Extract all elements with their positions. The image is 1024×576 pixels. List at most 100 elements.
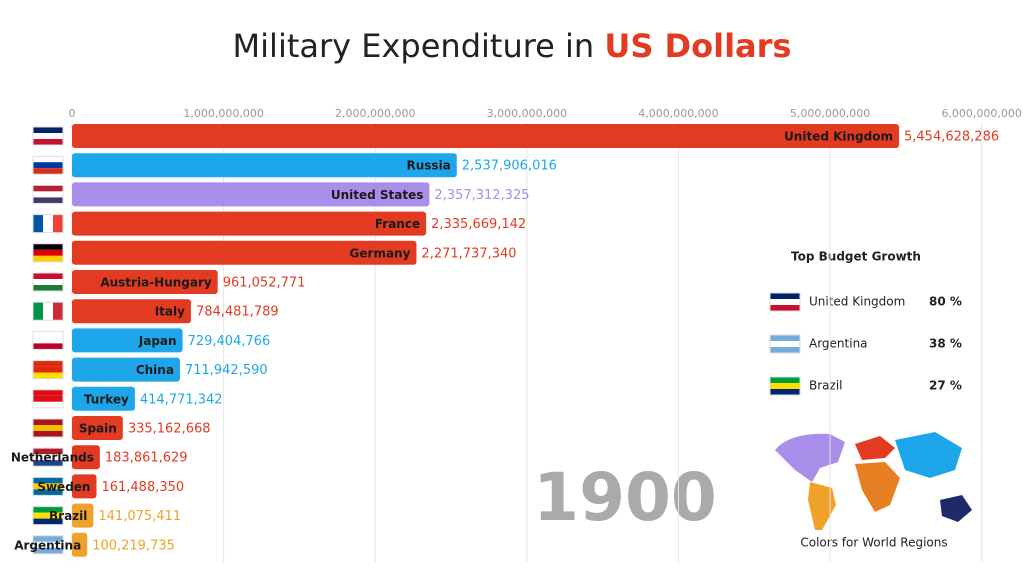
flag-border xyxy=(769,376,801,396)
bar xyxy=(72,240,417,265)
flag xyxy=(32,447,64,467)
region-asia xyxy=(895,432,962,478)
flag-stripe xyxy=(33,243,63,250)
bar xyxy=(72,328,183,353)
region-north-america xyxy=(775,433,845,482)
flag-border xyxy=(32,214,64,234)
x-tick-label: 5,000,000,000 xyxy=(790,107,870,120)
bar xyxy=(72,474,97,499)
flag-stripe xyxy=(53,302,63,321)
bar-label: Turkey xyxy=(84,392,129,406)
flag-stripe xyxy=(770,293,800,299)
bar-label: United States xyxy=(331,188,424,202)
flag-stripe xyxy=(33,460,63,467)
flag-border xyxy=(32,301,64,321)
x-tick-label: 3,000,000,000 xyxy=(487,107,567,120)
flag-stripe xyxy=(33,168,63,175)
flag-stripe xyxy=(33,477,63,484)
bar xyxy=(72,445,100,470)
flag-stripe xyxy=(33,255,63,262)
flag xyxy=(32,155,64,175)
flag-stripe xyxy=(33,273,63,279)
flag-stripe xyxy=(33,156,63,163)
bar-label: Argentina xyxy=(14,538,81,552)
flag xyxy=(32,243,64,263)
x-tick-label: 2,000,000,000 xyxy=(335,107,415,120)
flag xyxy=(32,535,64,555)
flag-stripe xyxy=(33,279,63,285)
growth-title: Top Budget Growth xyxy=(791,250,921,264)
value-label: 100,219,735 xyxy=(92,538,175,553)
flag-stripe xyxy=(33,366,63,373)
flag-border xyxy=(32,535,64,555)
flag-stripe xyxy=(33,372,63,379)
growth-value: 38 % xyxy=(929,337,962,351)
growth-panel: Top Budget Growth United Kingdom 80 % Arge… xyxy=(769,250,962,396)
flag-stripe xyxy=(33,302,43,321)
flag-stripe xyxy=(53,214,63,233)
flag xyxy=(32,389,64,409)
world-map: Colors for World Regions xyxy=(775,432,972,550)
bar xyxy=(72,124,900,148)
value-label: 2,335,669,142 xyxy=(431,217,526,232)
bar-label: Austria-Hungary xyxy=(100,276,212,290)
bar-label: Russia xyxy=(407,159,451,173)
flag xyxy=(32,301,64,321)
flag xyxy=(32,184,64,204)
bar-label: Japan xyxy=(138,334,177,348)
flag-stripe xyxy=(33,139,63,145)
flag-stripe xyxy=(33,214,43,233)
title-highlight: US Dollars xyxy=(604,27,791,65)
flag-stripe xyxy=(33,454,63,461)
x-tick-label: 1,000,000,000 xyxy=(183,107,263,120)
flag-stripe xyxy=(33,331,63,338)
bar xyxy=(72,503,94,528)
value-label: 141,075,411 xyxy=(98,509,181,524)
x-tick-label: 0 xyxy=(69,107,76,120)
flag-stripe xyxy=(33,506,63,513)
flag-border xyxy=(32,447,64,467)
flag-border xyxy=(32,184,64,204)
flag-stripe xyxy=(33,419,63,425)
value-label: 2,271,737,340 xyxy=(421,246,516,261)
flag-stripe xyxy=(33,489,63,496)
value-label: 183,861,629 xyxy=(105,451,188,466)
flag-border xyxy=(32,155,64,175)
bar xyxy=(72,299,191,324)
flag xyxy=(32,506,64,526)
bar-label: China xyxy=(136,363,174,377)
flag-stripe xyxy=(33,249,63,256)
flag xyxy=(32,418,64,438)
flag-border xyxy=(32,418,64,438)
flag-stripe xyxy=(33,337,63,344)
flag-stripe xyxy=(33,127,63,133)
value-label: 161,488,350 xyxy=(101,480,184,495)
flag-stripe xyxy=(33,395,63,402)
chart-title: Military Expenditure in US Dollars xyxy=(233,27,792,65)
flag xyxy=(769,334,801,354)
flag-stripe xyxy=(770,377,800,383)
flag-stripe xyxy=(33,133,63,139)
flag-border xyxy=(769,334,801,354)
flag-border xyxy=(32,476,64,496)
flag-border xyxy=(32,330,64,350)
flag-stripe xyxy=(33,360,63,367)
flag-stripe xyxy=(33,162,63,169)
flag xyxy=(769,376,801,396)
flag xyxy=(32,476,64,496)
flag-stripe xyxy=(33,425,63,431)
flag-stripe xyxy=(33,483,63,490)
flag-stripe xyxy=(770,335,800,341)
region-oceania xyxy=(940,495,972,522)
growth-value: 27 % xyxy=(929,379,962,393)
value-label: 335,162,668 xyxy=(128,422,211,437)
x-tick-label: 4,000,000,000 xyxy=(638,107,718,120)
region-south-america xyxy=(808,482,836,530)
value-label: 414,771,342 xyxy=(140,392,223,407)
flag-stripe xyxy=(770,383,800,389)
flag-stripe xyxy=(33,401,63,408)
bar-label: Brazil xyxy=(49,509,87,523)
value-label: 961,052,771 xyxy=(223,276,306,291)
flag-stripe xyxy=(33,191,63,198)
